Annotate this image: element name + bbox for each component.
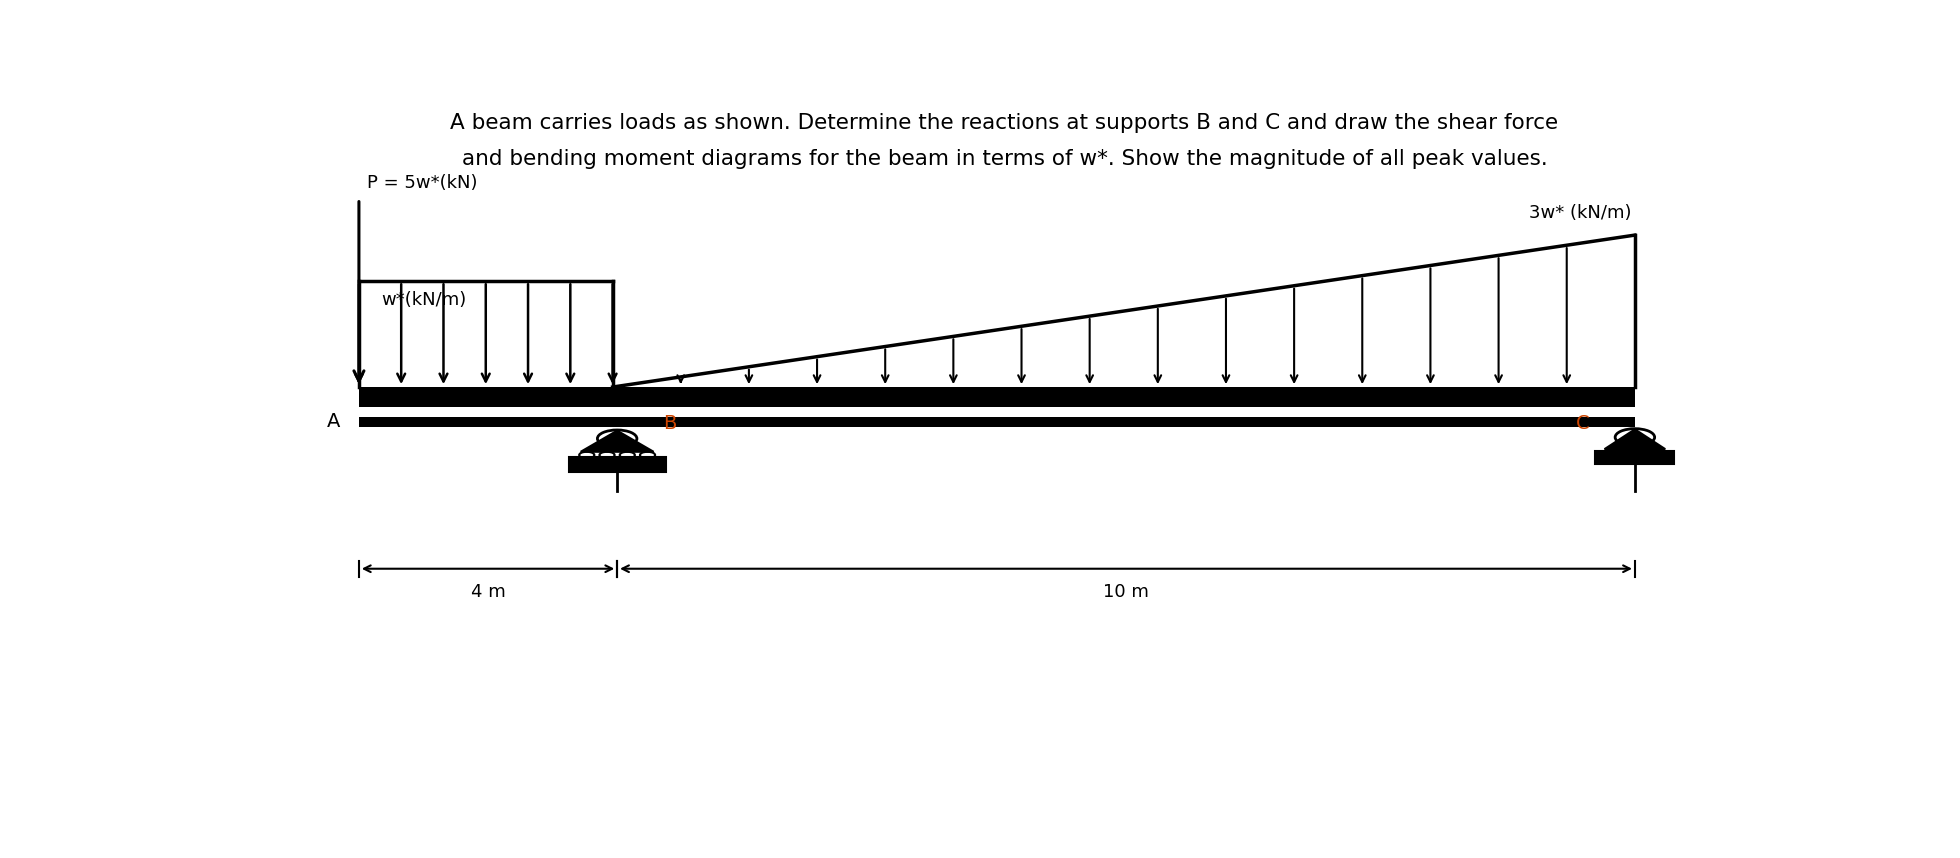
Text: C: C bbox=[1576, 414, 1590, 433]
Text: 4 m: 4 m bbox=[470, 583, 506, 601]
Polygon shape bbox=[1605, 429, 1666, 449]
Text: 3w* (kN/m): 3w* (kN/m) bbox=[1529, 204, 1633, 222]
Bar bbox=[359, 387, 1635, 407]
Bar bbox=[568, 457, 666, 472]
Text: and bending moment diagrams for the beam in terms of w*. Show the magnitude of a: and bending moment diagrams for the beam… bbox=[463, 149, 1546, 169]
Text: P = 5w*(kN): P = 5w*(kN) bbox=[367, 174, 476, 192]
Text: B: B bbox=[662, 414, 676, 433]
Bar bbox=[359, 418, 1635, 426]
Text: 10 m: 10 m bbox=[1103, 583, 1149, 601]
Bar bbox=[1595, 451, 1674, 464]
Polygon shape bbox=[580, 431, 653, 452]
Text: A beam carries loads as shown. Determine the reactions at supports B and C and d: A beam carries loads as shown. Determine… bbox=[451, 113, 1558, 133]
Text: w*(kN/m): w*(kN/m) bbox=[382, 291, 466, 309]
Text: A: A bbox=[327, 412, 341, 431]
